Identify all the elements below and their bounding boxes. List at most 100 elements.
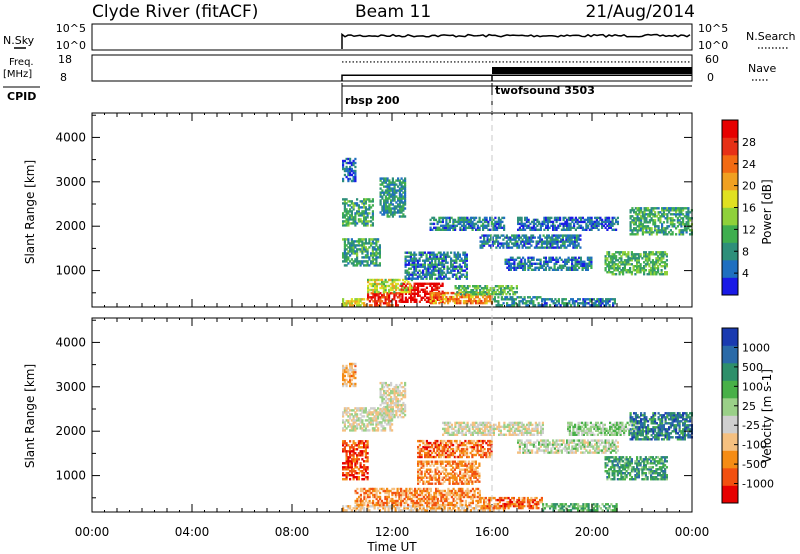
heat-cell bbox=[432, 255, 435, 258]
heat-cell bbox=[373, 264, 376, 267]
heat-cell bbox=[598, 505, 601, 508]
heat-cell bbox=[393, 280, 396, 284]
heat-cell bbox=[384, 288, 387, 292]
heat-cell bbox=[352, 300, 355, 303]
heat-cell bbox=[608, 300, 611, 303]
heat-cell bbox=[648, 255, 651, 258]
heat-cell bbox=[411, 288, 414, 291]
heat-cell bbox=[359, 493, 362, 497]
heat-cell bbox=[461, 493, 464, 497]
heat-cell bbox=[485, 299, 488, 303]
heat-cell bbox=[630, 263, 633, 266]
heat-cell bbox=[471, 507, 474, 510]
heat-cell bbox=[571, 256, 574, 259]
heat-cell bbox=[477, 491, 480, 495]
heat-cell bbox=[427, 298, 430, 301]
heat-cell bbox=[361, 238, 364, 241]
heat-cell bbox=[359, 264, 362, 267]
heat-cell bbox=[507, 287, 510, 290]
nave-tick-bottom: 0 bbox=[707, 71, 714, 84]
heat-cell bbox=[515, 266, 518, 269]
heat-cell bbox=[385, 419, 388, 422]
heat-cell bbox=[505, 246, 508, 249]
heat-cell bbox=[460, 273, 463, 276]
heat-cell bbox=[381, 294, 384, 297]
heat-cell bbox=[386, 403, 389, 407]
heat-cell bbox=[475, 293, 478, 296]
heat-cell bbox=[608, 271, 611, 274]
heat-cell bbox=[431, 228, 434, 231]
heat-cell bbox=[345, 264, 348, 267]
heat-cell bbox=[454, 297, 457, 301]
heat-cell bbox=[587, 218, 590, 222]
heat-cell bbox=[429, 282, 432, 285]
heat-cell bbox=[389, 505, 392, 508]
heat-cell bbox=[342, 159, 345, 163]
heat-cell bbox=[528, 500, 531, 504]
heat-cell bbox=[587, 505, 590, 508]
heat-cell bbox=[637, 257, 640, 260]
heat-cell bbox=[580, 505, 583, 508]
heat-cell bbox=[499, 222, 502, 226]
heat-cell bbox=[405, 499, 408, 503]
heat-cell bbox=[518, 218, 521, 222]
heat-cell bbox=[429, 291, 432, 295]
heat-cell bbox=[466, 489, 469, 493]
heat-cell bbox=[582, 304, 585, 307]
heat-cell bbox=[590, 220, 593, 224]
heat-cell bbox=[426, 507, 429, 510]
colorbar-tick-label-4: 20 bbox=[742, 180, 756, 193]
heat-cell bbox=[404, 201, 407, 204]
heat-cell bbox=[493, 242, 496, 245]
heat-cell bbox=[380, 423, 383, 426]
heat-cell bbox=[343, 509, 346, 512]
heat-cell bbox=[378, 505, 381, 508]
heat-cell bbox=[496, 226, 499, 229]
heat-cell bbox=[437, 261, 440, 264]
heat-cell bbox=[354, 212, 357, 215]
heat-cell bbox=[416, 277, 419, 280]
heat-cell bbox=[659, 229, 662, 232]
heat-cell bbox=[462, 220, 465, 224]
freq-tick-bottom: 8 bbox=[60, 71, 67, 84]
heat-cell bbox=[445, 226, 448, 229]
heat-cell bbox=[354, 460, 357, 463]
heat-cell bbox=[354, 415, 357, 418]
heat-cell bbox=[406, 259, 409, 262]
heat-cell bbox=[359, 497, 362, 501]
heat-cell bbox=[347, 218, 350, 221]
heat-cell bbox=[558, 266, 561, 269]
heat-cell bbox=[439, 267, 442, 270]
heat-cell bbox=[406, 255, 409, 258]
heat-cell bbox=[569, 266, 572, 269]
heat-cell bbox=[622, 267, 625, 270]
heat-cell bbox=[377, 507, 380, 510]
heat-cell bbox=[525, 218, 528, 222]
heat-cell bbox=[450, 495, 453, 499]
heat-cell bbox=[438, 282, 441, 285]
heat-cell bbox=[388, 193, 391, 196]
heat-cell bbox=[370, 413, 373, 416]
heat-cell bbox=[398, 211, 401, 214]
heat-cell bbox=[613, 261, 616, 264]
heat-cell bbox=[361, 419, 364, 422]
heat-cell bbox=[342, 472, 345, 475]
heat-cell bbox=[441, 226, 444, 229]
heat-cell bbox=[370, 224, 373, 227]
heat-cell bbox=[361, 427, 364, 430]
heat-cell bbox=[365, 499, 368, 503]
heat-cell bbox=[644, 263, 647, 266]
heat-cell bbox=[648, 211, 651, 214]
heat-cell bbox=[483, 220, 486, 224]
heat-cell bbox=[463, 491, 466, 495]
heat-cell bbox=[354, 240, 357, 243]
heat-cell bbox=[343, 478, 346, 481]
heat-cell bbox=[564, 216, 567, 220]
heat-cell bbox=[349, 507, 352, 510]
heat-cell bbox=[557, 218, 560, 222]
heat-cell bbox=[361, 489, 364, 493]
heat-cell bbox=[408, 277, 411, 280]
heat-cell bbox=[386, 201, 389, 204]
heat-cell bbox=[368, 409, 371, 412]
heat-cell bbox=[636, 233, 639, 236]
